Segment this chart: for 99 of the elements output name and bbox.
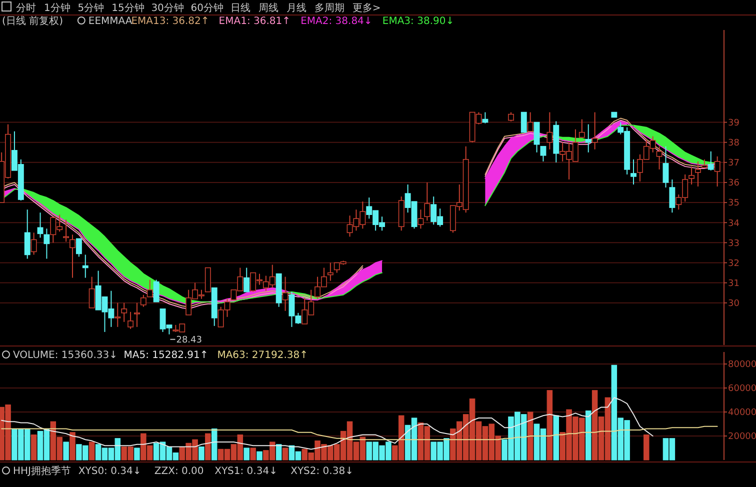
text: EMA1: 36.81↑ <box>218 16 291 27</box>
y-tick-label: 60000 <box>728 384 756 394</box>
text: 周线 <box>258 2 278 14</box>
candlestick <box>527 112 534 132</box>
y-tick-label: 34 <box>728 218 740 229</box>
y-tick-label: 40000 <box>728 408 756 418</box>
chart-title: (日线 前复权) <box>2 15 64 27</box>
candlestick <box>114 302 121 328</box>
candlestick <box>121 302 128 322</box>
text: EMA2: 38.84↓ <box>300 16 372 27</box>
bar <box>70 432 76 460</box>
text: EMA3: 38.90↓ <box>382 16 454 27</box>
candlestick <box>88 276 95 308</box>
text: ZZX: 0.00 <box>154 466 204 477</box>
candlestick <box>540 146 546 162</box>
bar <box>585 410 592 460</box>
line-series <box>1 397 654 450</box>
candlestick <box>76 238 82 258</box>
text: 更多> <box>352 2 381 14</box>
candlestick <box>520 112 527 133</box>
bar <box>644 434 650 460</box>
candlestick <box>82 254 88 278</box>
candlestick <box>585 124 592 153</box>
bar <box>30 434 37 460</box>
text: 1分钟 <box>44 2 70 14</box>
text: MA63: 27192.38↑ <box>217 350 308 361</box>
candlestick <box>327 262 334 282</box>
y-tick-label: 39 <box>728 118 740 128</box>
candlestick <box>708 150 714 171</box>
y-tick-label: 38 <box>728 138 740 149</box>
text: MA5: 15282.91↑ <box>124 350 208 361</box>
candlestick <box>508 112 514 122</box>
candlestick <box>630 158 636 185</box>
candlestick <box>153 279 160 302</box>
text: 5分钟 <box>78 2 104 14</box>
candlestick <box>63 219 70 242</box>
bar <box>198 446 204 460</box>
candlestick <box>44 228 50 260</box>
candlestick <box>662 146 669 188</box>
line-series <box>1 426 718 440</box>
y-tick-label: 30 <box>728 299 740 310</box>
y-tick-label: 33 <box>728 238 740 249</box>
candlestick <box>688 166 695 185</box>
candlestick <box>146 279 153 298</box>
candlestick <box>30 232 37 256</box>
bar <box>63 442 69 460</box>
bar <box>553 415 560 460</box>
bar <box>244 448 250 460</box>
annotation: 28.43 <box>176 335 202 346</box>
candlestick <box>424 182 430 222</box>
y-tick-label: 80000 <box>728 360 756 370</box>
text: 月线 <box>286 2 306 14</box>
text: 多周期 <box>314 2 344 14</box>
text: 30分钟 <box>151 2 184 14</box>
candlestick <box>244 267 250 292</box>
bar <box>134 448 140 460</box>
candlestick <box>128 311 134 330</box>
legend-title: EEMMAA <box>88 16 132 27</box>
candlestick <box>418 209 424 230</box>
candlestick <box>24 209 30 260</box>
text: 60分钟 <box>190 2 224 14</box>
candlestick <box>578 118 585 138</box>
candlestick <box>140 294 146 308</box>
text: XYS0: 0.34↓ <box>78 466 142 477</box>
candlestick <box>482 112 488 124</box>
y-tick-label: 20000 <box>728 432 756 442</box>
candlestick <box>534 122 540 153</box>
bar <box>205 433 211 460</box>
candlestick <box>656 146 662 170</box>
bar <box>250 448 256 460</box>
candlestick <box>714 156 720 187</box>
bar <box>88 442 95 460</box>
candlestick <box>70 234 76 278</box>
candlestick <box>282 276 288 312</box>
y-tick-label: 31 <box>728 278 740 289</box>
y-tick-label: 35 <box>728 198 740 209</box>
y-tick-label: 37 <box>728 158 740 169</box>
candlestick <box>669 178 676 214</box>
text: 15分钟 <box>112 2 144 14</box>
candlestick <box>134 302 140 328</box>
bar <box>527 412 534 460</box>
candlestick <box>695 160 701 187</box>
bar <box>546 390 553 460</box>
bar <box>256 451 262 460</box>
candlestick <box>592 112 598 150</box>
y-tick-label: 36 <box>728 178 740 189</box>
candlestick <box>546 112 553 150</box>
text: 日线 <box>230 2 250 14</box>
y-tick-label: 32 <box>728 258 740 269</box>
bar <box>211 428 218 460</box>
legend-title: VOLUME: 15360.33↓ <box>13 350 118 361</box>
text: HHJ拥抱季节 <box>13 465 71 477</box>
bar <box>276 444 282 460</box>
text: XYS1: 0.34↓ <box>214 466 278 477</box>
text: EMA13: 36.82↑ <box>131 16 210 27</box>
text: 分时 <box>16 2 36 14</box>
candlestick <box>37 212 44 238</box>
text: XYS2: 0.38↓ <box>290 466 354 477</box>
bar <box>282 448 288 460</box>
